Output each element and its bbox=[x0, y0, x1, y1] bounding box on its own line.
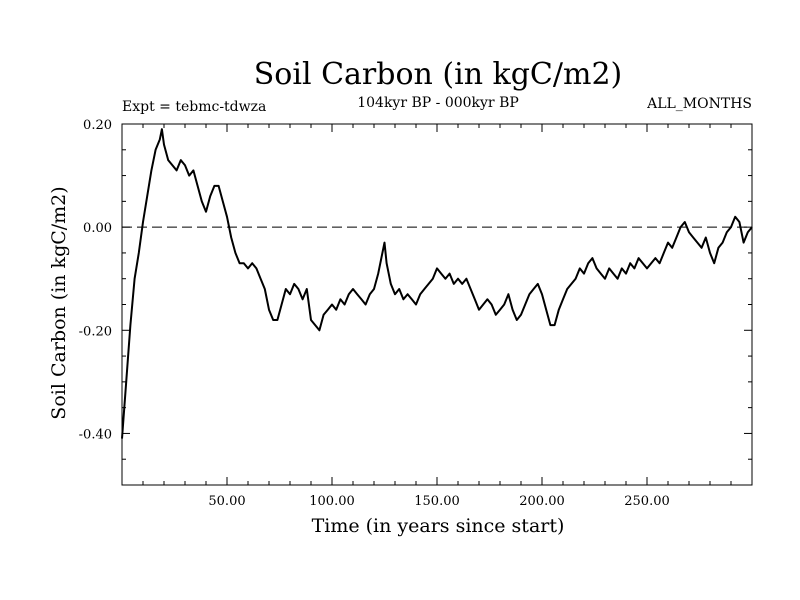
y-tick-label: -0.20 bbox=[79, 324, 112, 339]
y-tick-label: -0.40 bbox=[79, 427, 112, 442]
y-axis-label: Soil Carbon (in kgC/m2) bbox=[48, 186, 70, 419]
x-axis-label: Time (in years since start) bbox=[312, 515, 565, 537]
soil-carbon-series-line bbox=[121, 128, 753, 439]
x-tick-label: 250.00 bbox=[624, 494, 670, 509]
y-tick-label: 0.20 bbox=[83, 118, 112, 133]
x-tick-label: 150.00 bbox=[414, 494, 460, 509]
x-tick-label: 200.00 bbox=[519, 494, 565, 509]
months-label: ALL_MONTHS bbox=[646, 96, 752, 112]
x-tick-label: 100.00 bbox=[309, 494, 355, 509]
chart-title: Soil Carbon (in kgC/m2) bbox=[254, 57, 622, 92]
plot-frame bbox=[121, 123, 753, 486]
chart-subtitle: 104kyr BP - 000kyr BP bbox=[357, 95, 519, 111]
x-tick-label: 50.00 bbox=[208, 494, 245, 509]
experiment-label: Expt = tebmc-tdwza bbox=[122, 99, 266, 115]
y-tick-label: 0.00 bbox=[83, 221, 112, 236]
